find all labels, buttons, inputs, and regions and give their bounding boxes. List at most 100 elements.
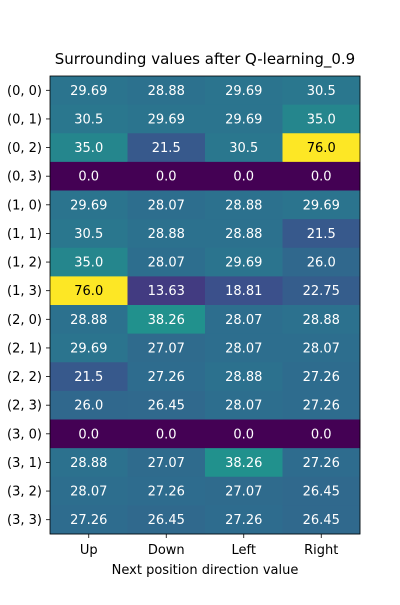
cell-value-label: 0.0 <box>78 170 99 185</box>
y-tick-label: (3, 0) <box>7 427 42 442</box>
heatmap-cell <box>205 76 283 106</box>
heatmap-cell <box>127 362 206 392</box>
y-tick-label: (2, 3) <box>7 399 42 414</box>
cell-value-label: 21.5 <box>152 141 181 156</box>
cell-value-label: 26.45 <box>148 513 185 528</box>
y-tick-label: (3, 1) <box>7 456 42 471</box>
chart-title: Surrounding values after Q-learning_0.9 <box>55 50 355 69</box>
x-tick-label: Right <box>304 543 338 558</box>
heatmap-cell <box>50 161 128 191</box>
heatmap-cell <box>127 505 206 535</box>
y-tick-label: (1, 0) <box>7 198 42 213</box>
cell-value-label: 29.69 <box>225 112 262 127</box>
heatmap-cell <box>50 333 128 363</box>
y-tick-label: (0, 2) <box>7 141 42 156</box>
heatmap-cell <box>127 104 206 134</box>
heatmap-cell <box>282 362 361 392</box>
cell-value-label: 76.0 <box>74 284 103 299</box>
heatmap-cell <box>205 505 283 535</box>
heatmap-cell <box>50 76 128 106</box>
cell-value-label: 27.26 <box>303 370 340 385</box>
x-tick-label: Down <box>148 543 185 558</box>
heatmap-cell <box>205 390 283 420</box>
heatmap-cell <box>205 161 283 191</box>
heatmap-cell <box>205 476 283 506</box>
plot-frame <box>49 75 361 535</box>
heatmap-cell <box>282 133 361 163</box>
x-tick-label: Left <box>232 543 256 558</box>
heatmap-cell <box>50 305 128 335</box>
y-tick-label: (3, 2) <box>7 485 42 500</box>
cell-value-label: 27.26 <box>70 513 107 528</box>
cell-value-label: 28.88 <box>70 313 107 328</box>
cell-value-label: 28.07 <box>225 313 262 328</box>
heatmap-cell <box>205 305 283 335</box>
cell-value-label: 27.26 <box>303 456 340 471</box>
cell-value-label: 26.45 <box>303 485 340 500</box>
heatmap-cell <box>127 419 206 449</box>
cell-value-label: 29.69 <box>70 341 107 356</box>
cell-value-label: 26.45 <box>148 399 185 414</box>
heatmap-cell <box>127 333 206 363</box>
y-tick-label: (1, 1) <box>7 227 42 242</box>
heatmap-cell <box>50 362 128 392</box>
cell-value-label: 29.69 <box>303 198 340 213</box>
heatmap-cell <box>127 190 206 220</box>
cell-value-label: 0.0 <box>311 427 332 442</box>
heatmap-cell <box>50 276 128 306</box>
cell-value-label: 0.0 <box>156 170 177 185</box>
cell-value-label: 28.88 <box>303 313 340 328</box>
cell-value-label: 27.07 <box>148 341 185 356</box>
y-tick-label: (2, 2) <box>7 370 42 385</box>
cell-value-label: 29.69 <box>148 112 185 127</box>
cell-value-label: 35.0 <box>307 112 336 127</box>
cell-value-label: 28.07 <box>148 256 185 271</box>
heatmap-cell <box>282 76 361 106</box>
cell-value-label: 0.0 <box>233 170 254 185</box>
cell-value-label: 35.0 <box>74 256 103 271</box>
heatmap-cell <box>205 333 283 363</box>
cell-value-label: 0.0 <box>156 427 177 442</box>
heatmap-cell <box>50 448 128 478</box>
cell-value-label: 30.5 <box>307 84 336 99</box>
cell-value-label: 21.5 <box>307 227 336 242</box>
cell-value-label: 26.0 <box>307 256 336 271</box>
heatmap-cell <box>282 390 361 420</box>
heatmap-cell <box>205 133 283 163</box>
cell-value-label: 27.26 <box>225 513 262 528</box>
heatmap-cell <box>205 104 283 134</box>
heatmap-cell <box>205 219 283 249</box>
cell-value-label: 13.63 <box>148 284 185 299</box>
heatmap-cell <box>50 419 128 449</box>
heatmap-cell <box>50 247 128 277</box>
cell-value-label: 0.0 <box>233 427 254 442</box>
cell-value-label: 27.26 <box>148 485 185 500</box>
cell-value-label: 22.75 <box>303 284 340 299</box>
x-axis-label: Next position direction value <box>112 563 299 578</box>
cell-value-label: 30.5 <box>74 112 103 127</box>
heatmap-cell <box>127 161 206 191</box>
cell-value-label: 28.07 <box>148 198 185 213</box>
heatmap-cell <box>205 419 283 449</box>
heatmap-cell <box>205 190 283 220</box>
heatmap-cell <box>127 76 206 106</box>
cell-value-label: 26.45 <box>303 513 340 528</box>
heatmap-cell <box>50 390 128 420</box>
cell-value-label: 0.0 <box>78 427 99 442</box>
cell-value-label: 28.88 <box>148 84 185 99</box>
heatmap-cell <box>282 305 361 335</box>
cell-value-label: 29.69 <box>70 198 107 213</box>
cell-value-label: 27.07 <box>148 456 185 471</box>
heatmap-cell <box>50 505 128 535</box>
cell-value-label: 28.88 <box>225 198 262 213</box>
cell-value-label: 28.88 <box>225 370 262 385</box>
cell-value-label: 30.5 <box>74 227 103 242</box>
cell-value-label: 30.5 <box>229 141 258 156</box>
heatmap-cell <box>282 419 361 449</box>
heatmap-cell <box>50 190 128 220</box>
heatmap-cell <box>282 247 361 277</box>
heatmap-cell <box>127 219 206 249</box>
heatmap-cell <box>50 104 128 134</box>
y-tick-label: (2, 1) <box>7 341 42 356</box>
